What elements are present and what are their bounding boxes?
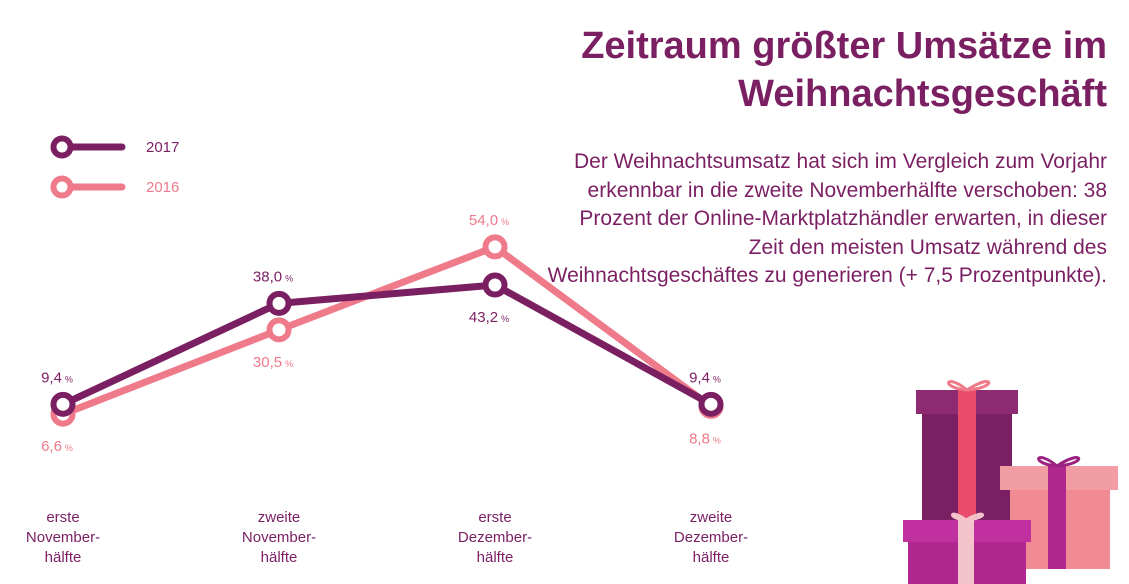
category-labels: erste November-hälfte zweite November-hälft…	[26, 509, 748, 566]
series-lines	[59, 243, 715, 418]
category-label-1-1: November-	[242, 529, 316, 546]
data-point-2016-2	[482, 234, 508, 260]
data-label-2016-0: 6,6%	[41, 438, 73, 455]
data-point-2016-1	[266, 317, 292, 343]
category-label-3-2: hälfte	[693, 549, 730, 566]
title-line-2: Weihnachtsgeschäft	[738, 73, 1107, 115]
gift-tall-bow	[947, 380, 991, 392]
category-label-3-1: Dezember-	[674, 529, 748, 546]
category-label-1-2: hälfte	[261, 549, 298, 566]
gift-pink-bow	[1037, 456, 1081, 468]
category-label-0-2: hälfte	[45, 549, 82, 566]
gift-magenta-ribbon	[958, 520, 974, 584]
title-line-1: Zeitraum größter Umsätze im	[581, 25, 1107, 67]
data-label-2017-1: 38,0%	[253, 268, 293, 285]
gift-magenta-bow	[951, 512, 984, 522]
chart-description: Der Weihnachtsumsatz hat sich im Verglei…	[547, 150, 1107, 287]
data-point-2017-1	[266, 290, 292, 316]
category-label-2-0: erste	[478, 509, 511, 526]
series-line-2017	[59, 281, 715, 408]
legend: 2017 2016	[50, 135, 179, 199]
category-label-0-0: erste	[46, 509, 79, 526]
legend-label-2016: 2016	[146, 179, 179, 196]
series-line-2016	[59, 243, 715, 418]
series-markers	[50, 234, 724, 427]
gift-pink-ribbon	[1048, 466, 1066, 569]
data-label-2017-2: 43,2%	[469, 309, 509, 326]
gift-tall-ribbon	[958, 390, 976, 530]
legend-marker-2016	[50, 175, 74, 199]
data-labels: 9,4 % 38,0 % 43,2 % 9,4 % 6,6 % 30,5 % 54,0 % 8,8%	[41, 212, 721, 455]
category-label-3-0: zweite	[690, 509, 733, 526]
legend-marker-2017	[50, 135, 74, 159]
data-label-2016-2: 54,0%	[469, 212, 509, 229]
data-point-2017-0	[50, 391, 76, 417]
category-label-0-1: November-	[26, 529, 100, 546]
category-label-2-2: hälfte	[477, 549, 514, 566]
category-label-2-1: Dezember-	[458, 529, 532, 546]
legend-label-2017: 2017	[146, 139, 179, 156]
category-label-1-0: zweite	[258, 509, 301, 526]
chart-title: Zeitraum größter Umsätze im Weihnachtsge…	[467, 22, 1107, 118]
data-label-2016-1: 30,5%	[253, 354, 293, 371]
data-label-2017-0: 9,4%	[41, 369, 73, 386]
data-label-2016-3: 8,8%	[689, 430, 721, 447]
data-point-2017-2	[482, 272, 508, 298]
data-label-2017-3: 9,4%	[689, 369, 721, 386]
gift-boxes-illustration	[903, 380, 1118, 584]
data-point-2017-3	[698, 391, 724, 417]
